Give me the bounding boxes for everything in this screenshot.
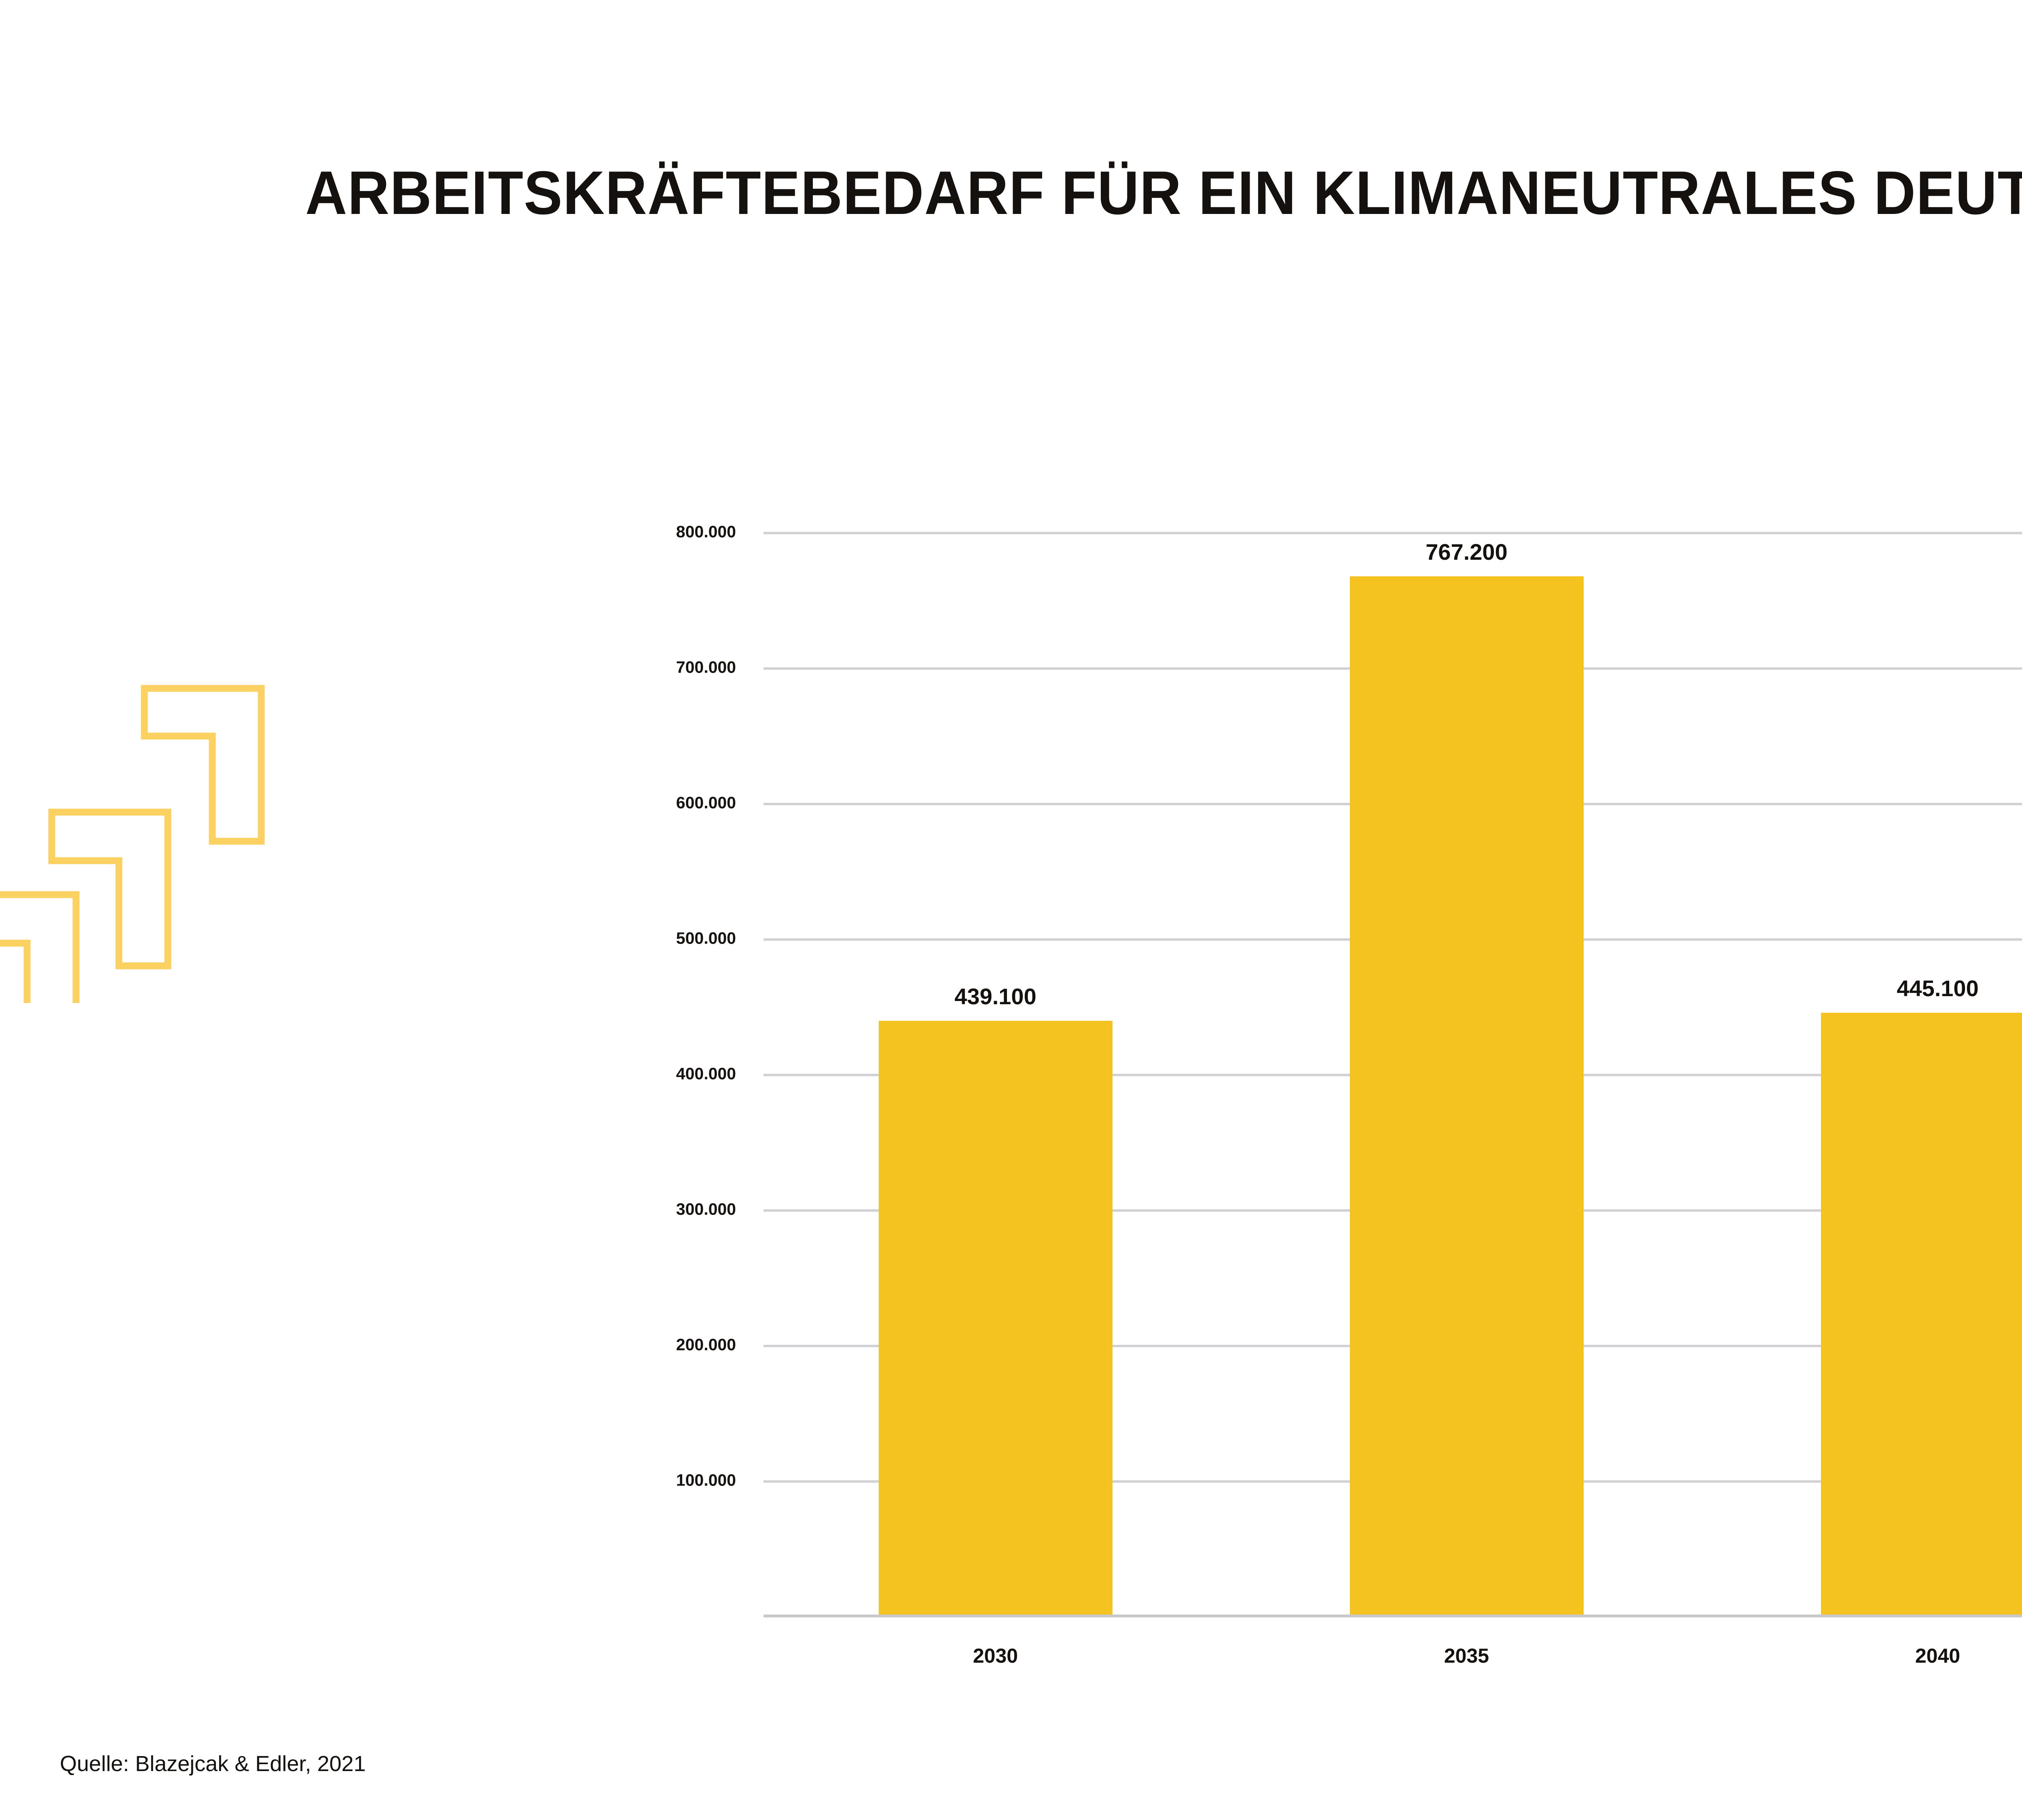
bar-2030[interactable] (878, 1021, 1113, 1616)
gridline (764, 532, 2022, 534)
bar-value-label: 439.100 (954, 984, 1036, 1009)
y-tick-label: 700.000 (676, 658, 736, 677)
y-tick-label: 800.000 (676, 522, 736, 541)
source-note: Quelle: Blazejcak & Edler, 2021 (60, 1752, 366, 1776)
x-tick-label-2040: 2040 (1915, 1644, 1961, 1667)
x-axis-tick-labels: 2030 2035 2040 2045 (764, 1644, 2022, 1676)
bar-value-label: 767.200 (1426, 539, 1508, 565)
bar-2040[interactable] (1821, 1012, 2022, 1616)
x-tick-label-2035: 2035 (1444, 1644, 1489, 1667)
y-tick-label: 600.000 (676, 793, 736, 812)
bar-chart-plot-area: 439.100 767.200 445.100 246.300 (764, 532, 2022, 1616)
page-title: ARBEITSKRÄFTEBEDARF FÜR EIN KLIMANEUTRAL… (305, 159, 2022, 227)
bar-value-label: 445.100 (1897, 975, 1979, 1001)
x-axis-line (764, 1615, 2022, 1617)
x-tick-label-2030: 2030 (973, 1644, 1018, 1667)
y-tick-label: 100.000 (676, 1471, 736, 1490)
y-tick-label: 300.000 (676, 1200, 736, 1219)
bar-2035[interactable] (1349, 576, 1584, 1616)
y-tick-label: 400.000 (676, 1064, 736, 1083)
y-tick-label: 500.000 (676, 929, 736, 948)
y-tick-label: 200.000 (676, 1335, 736, 1354)
